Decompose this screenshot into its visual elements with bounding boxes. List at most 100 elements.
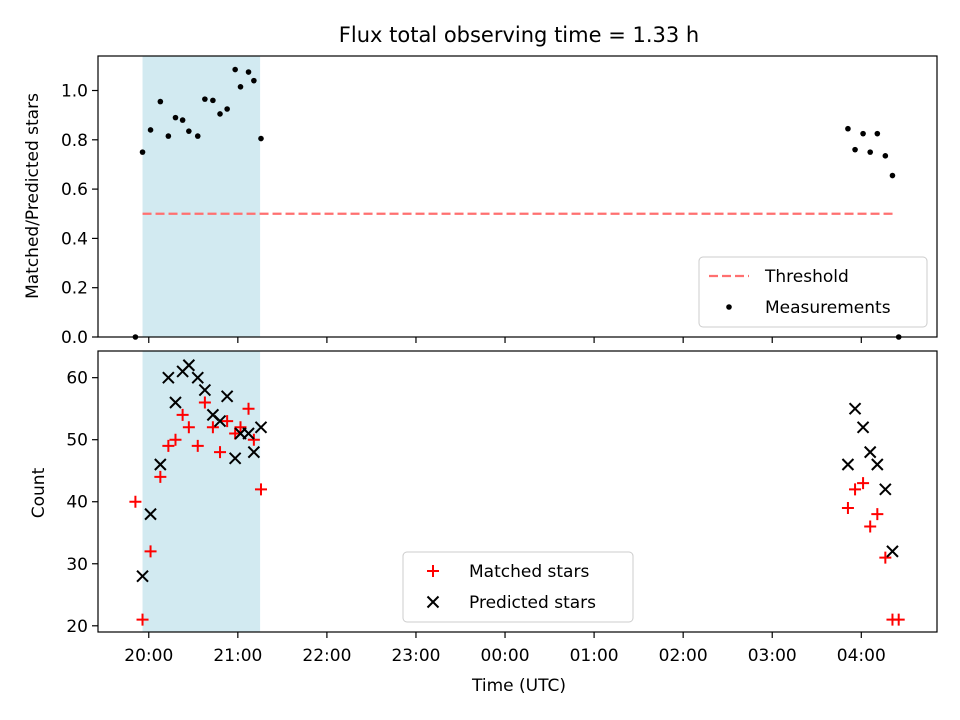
measurement-point <box>245 69 252 75</box>
measurement-point <box>845 125 851 132</box>
x-tick-label: 03:00 <box>748 646 797 666</box>
measurement-point <box>139 149 146 155</box>
legend-label: Matched stars <box>469 562 589 582</box>
plot-frame <box>97 350 938 633</box>
predicted-star-point <box>856 421 870 434</box>
matched-star-point <box>136 613 149 626</box>
y-tick-label: 0.2 <box>61 279 88 299</box>
matched-star-point <box>892 613 905 626</box>
legend-label: Measurements <box>765 298 891 318</box>
x-tick-label: 02:00 <box>659 646 708 666</box>
predicted-star-point <box>182 359 196 372</box>
y-tick-label: 0.8 <box>61 131 88 151</box>
top-panel: 0.0 0.2 0.4 0.6 0.8 1.0 Threshold Measurements <box>61 55 938 348</box>
y-tick-label: 0.4 <box>61 229 88 249</box>
matched-star-point <box>254 483 267 496</box>
predicted-star-point <box>848 402 862 415</box>
x-axis-label: Time (UTC) <box>471 676 566 696</box>
measurement-point <box>251 77 257 84</box>
y-tick-label: 30 <box>66 555 88 575</box>
matched-star-point <box>129 495 142 508</box>
x-tick-label: 00:00 <box>481 646 530 666</box>
matched-star-point <box>182 421 195 434</box>
matched-star-point <box>242 402 255 415</box>
predicted-star-point <box>220 390 234 403</box>
measurement-point <box>179 117 186 123</box>
x-tick-label: 21:00 <box>213 646 262 666</box>
matched-star-point <box>841 501 854 514</box>
x-tick-label: 22:00 <box>302 646 351 666</box>
y-tick-label: 0.6 <box>61 180 88 200</box>
y-tick-label: 40 <box>66 493 88 513</box>
measurement-point <box>860 130 866 137</box>
y-tick-label: 0.0 <box>61 328 88 348</box>
legend-measurement-swatch <box>726 304 732 310</box>
measurement-point <box>224 106 230 112</box>
predicted-star-point <box>886 545 899 558</box>
predicted-star-point <box>871 458 884 471</box>
matched-star-point <box>879 551 892 564</box>
predicted-star-point <box>162 371 175 384</box>
matched-star-point <box>234 421 247 434</box>
predicted-star-point <box>144 507 157 521</box>
matched-star-point <box>247 433 260 446</box>
measurement-point <box>852 146 858 153</box>
matched-star-point <box>214 446 227 459</box>
bottom-panel: 20 30 40 50 60 20:00 21:00 22:00 23:00 00:00 01:00… <box>66 350 938 666</box>
measurement-point <box>889 172 896 179</box>
matched-star-point <box>849 483 862 496</box>
measurement-point <box>202 96 208 102</box>
y-tick-label: 60 <box>66 369 88 389</box>
measurement-point <box>874 130 881 137</box>
matched-star-point <box>162 439 175 452</box>
predicted-star-point <box>154 458 167 471</box>
predicted-star-point <box>191 371 204 384</box>
plot-frame <box>97 55 938 338</box>
measurement-point <box>258 135 264 142</box>
x-tick-label: 23:00 <box>391 646 440 666</box>
y-tick-label: 20 <box>66 617 88 637</box>
matched-star-point <box>144 545 157 558</box>
measurement-point <box>867 149 874 155</box>
top-y-axis-label: Matched/Predicted stars <box>23 93 43 299</box>
legend-label: Threshold <box>764 267 849 287</box>
observing-span-highlight <box>142 56 261 337</box>
predicted-star-point <box>228 452 242 465</box>
observing-span-highlight <box>142 351 261 632</box>
bottom-y-axis-label: Count <box>29 467 49 518</box>
measurement-point <box>165 133 172 139</box>
x-tick-label: 04:00 <box>837 646 886 666</box>
predicted-star-point <box>254 421 268 434</box>
legend-predicted-swatch <box>426 595 440 609</box>
matched-star-point <box>871 508 884 521</box>
matched-star-point <box>206 421 219 434</box>
predicted-star-point <box>169 396 182 409</box>
measurement-point <box>172 114 179 121</box>
measurement-point <box>210 97 216 104</box>
x-tick-label: 20:00 <box>124 646 173 666</box>
legend: Matched stars Predicted stars <box>402 551 634 623</box>
y-tick-label: 50 <box>66 431 88 451</box>
matched-star-point <box>198 396 211 409</box>
matched-star-point <box>191 439 204 452</box>
measurement-point <box>217 111 223 117</box>
matched-star-point <box>169 433 182 446</box>
matched-star-point <box>221 415 234 428</box>
matched-star-point <box>154 470 167 483</box>
legend-label: Predicted stars <box>469 593 596 613</box>
legend: Threshold Measurements <box>698 256 928 328</box>
y-tick-label: 1.0 <box>61 82 88 102</box>
measurement-point <box>237 84 244 90</box>
predicted-star-point <box>841 458 855 471</box>
measurement-point <box>194 133 201 139</box>
legend-box <box>402 551 634 623</box>
predicted-star-point <box>863 445 877 459</box>
predicted-star-point <box>198 383 212 397</box>
predicted-star-point <box>242 427 255 440</box>
matched-star-point <box>864 520 877 533</box>
measurement-point <box>186 128 192 134</box>
matched-star-point <box>176 408 189 421</box>
matched-star-point <box>857 477 870 490</box>
x-tick-label: 01:00 <box>570 646 619 666</box>
